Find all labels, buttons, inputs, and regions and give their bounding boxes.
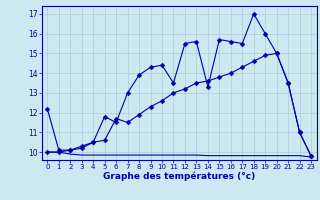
X-axis label: Graphe des températures (°c): Graphe des températures (°c) bbox=[103, 172, 255, 181]
